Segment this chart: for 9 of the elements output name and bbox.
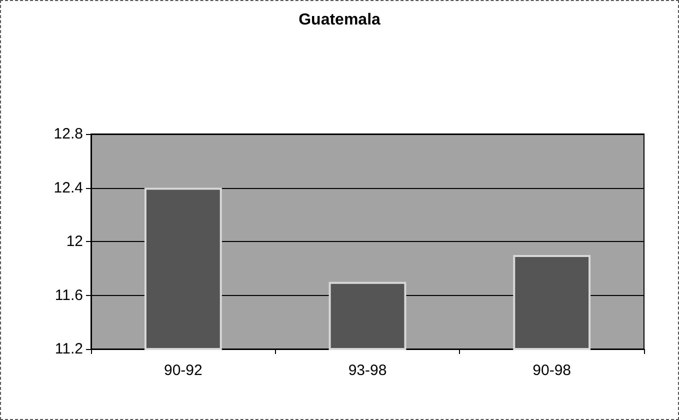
y-tick-label: 12 [66,233,83,250]
y-tick-label: 11.2 [54,340,83,358]
y-tick-label: 12.8 [54,126,83,142]
x-tick-label: 90-98 [532,362,572,379]
chart-title: Guatemala [298,12,381,28]
y-tick-label: 12.4 [54,179,83,196]
x-tick-label: 90-92 [164,362,202,379]
y-tick-label: 11.6 [54,286,83,304]
x-tick-label: 93-98 [348,362,387,379]
